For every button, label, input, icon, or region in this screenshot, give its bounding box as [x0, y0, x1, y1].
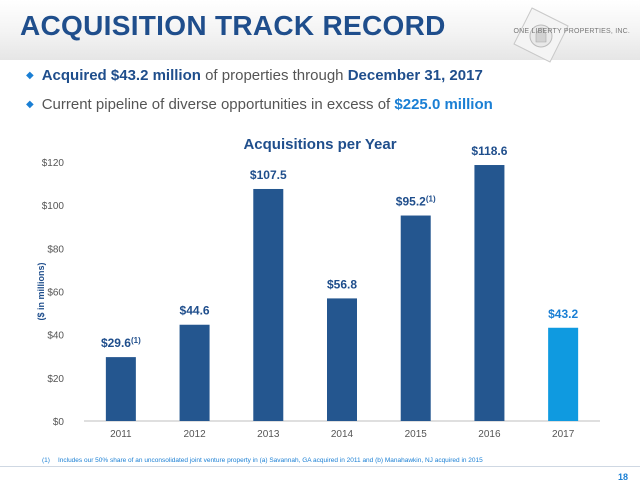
- logo-seal-icon: [513, 7, 569, 63]
- y-tick-label: $60: [47, 288, 64, 299]
- y-tick-label: $40: [47, 331, 64, 342]
- y-tick-label: $100: [42, 201, 65, 212]
- data-label: $44.6: [180, 304, 210, 318]
- data-label: $29.6(1): [101, 336, 141, 350]
- bullet-1-text: of properties through: [200, 67, 348, 84]
- bar-2011: [105, 357, 136, 421]
- bullet-1-highlight-2: December 31, 2017: [347, 67, 483, 84]
- bar-2016: [474, 165, 505, 421]
- footnote: (1) Includes our 50% share of an unconsol…: [42, 457, 483, 464]
- footnote-mark: (1): [42, 457, 50, 464]
- bullet-1-highlight-1: Acquired $43.2 million: [41, 67, 201, 84]
- bullet-2-text: Current pipeline of diverse opportunitie…: [41, 96, 395, 113]
- y-tick-label: $0: [53, 417, 65, 428]
- diamond-bullet-icon: ◆: [26, 70, 34, 81]
- x-tick-label: 2011: [110, 429, 132, 440]
- x-tick-label: 2012: [183, 429, 206, 440]
- bar-2012: [179, 324, 210, 421]
- data-label-footnote-mark: (1): [131, 336, 141, 345]
- x-tick-label: 2017: [552, 429, 575, 440]
- diamond-bullet-icon: ◆: [26, 99, 34, 110]
- bullet-1: ◆ Acquired $43.2 million of properties th…: [26, 67, 483, 84]
- data-label: $107.5: [250, 168, 287, 182]
- y-tick-label: $80: [47, 244, 64, 255]
- data-label: $56.8: [327, 277, 357, 291]
- bar-2013: [253, 188, 284, 421]
- bullet-2-highlight: $225.0 million: [394, 96, 493, 113]
- page-title: ACQUISITION TRACK RECORD: [20, 10, 446, 41]
- y-tick-label: $120: [42, 158, 65, 169]
- bar-2014: [327, 298, 357, 421]
- page-number: 18: [617, 472, 628, 482]
- footer-divider: [0, 466, 640, 467]
- chart-title: Acquisitions per Year: [243, 136, 397, 153]
- data-label-footnote-mark: (1): [426, 195, 436, 204]
- header-bar: ACQUISITION TRACK RECORD ONE LIBERTY PRO…: [0, 0, 640, 63]
- data-label: $118.6: [471, 144, 507, 158]
- data-label: $95.2(1): [396, 195, 436, 209]
- bullet-2: ◆ Current pipeline of diverse opportuniti…: [26, 96, 493, 113]
- bar-2017: [548, 327, 579, 421]
- logo-text: ONE LIBERTY PROPERTIES, INC.: [513, 28, 630, 35]
- data-label: $43.2: [548, 307, 578, 321]
- x-tick-label: 2013: [257, 429, 280, 440]
- company-logo: ONE LIBERTY PROPERTIES, INC.: [480, 4, 635, 68]
- x-tick-label: 2014: [331, 429, 354, 440]
- x-tick-label: 2016: [478, 429, 501, 440]
- y-axis-title: ($ in millions): [36, 262, 46, 320]
- x-tick-label: 2015: [405, 429, 428, 440]
- footnote-text: Includes our 50% share of an unconsolida…: [57, 457, 483, 464]
- bar-2015: [400, 215, 431, 421]
- y-tick-label: $20: [47, 374, 64, 385]
